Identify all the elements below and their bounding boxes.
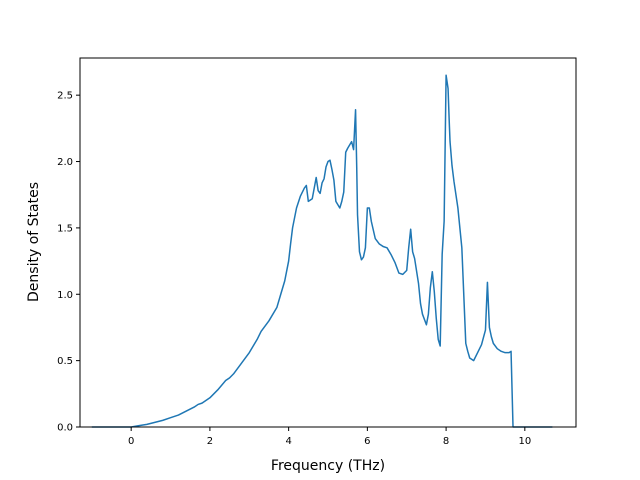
x-tick-label: 4	[285, 436, 291, 447]
x-tick-label: 6	[364, 436, 370, 447]
y-tick-label: 2.0	[57, 157, 73, 168]
x-axis-label: Frequency (THz)	[271, 458, 385, 474]
dos-series-line-0	[91, 74, 553, 428]
y-tick-label: 1.5	[57, 223, 73, 234]
y-tick-label: 0.0	[57, 423, 73, 434]
plot-frame	[79, 57, 577, 428]
y-axis-label: Density of States	[26, 182, 42, 302]
y-tick-label: 0.5	[57, 356, 73, 367]
x-tick-label: 2	[207, 436, 213, 447]
y-tick-label: 1.0	[57, 290, 73, 301]
x-tick-label: 0	[128, 436, 134, 447]
x-tick-label: 8	[443, 436, 449, 447]
x-tick-label: 10	[518, 436, 531, 447]
y-tick-label: 2.5	[57, 91, 73, 102]
